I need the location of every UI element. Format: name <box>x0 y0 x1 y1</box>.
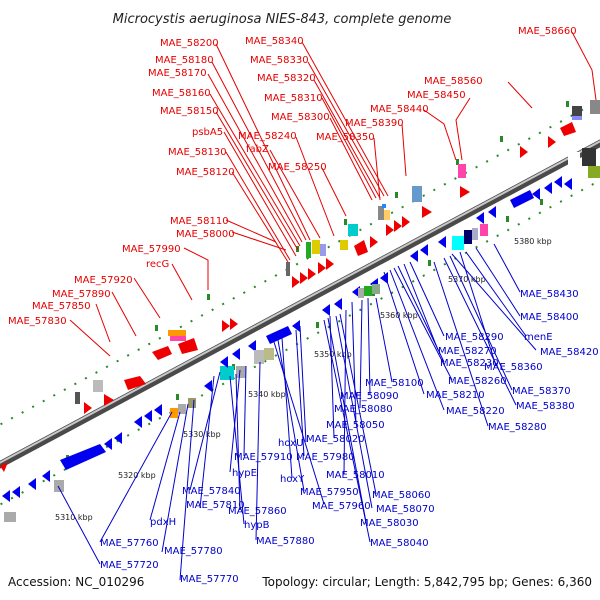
gene-label: MAE_58080 <box>334 404 393 415</box>
gene-label: hoxU <box>278 438 303 449</box>
gene-label: MAE_58100 <box>365 378 424 389</box>
gene-label: MAE_57980 <box>296 452 355 463</box>
genome-backbone <box>0 139 600 469</box>
gene-label: MAE_58330 <box>250 55 309 66</box>
gene-label: MAE_58200 <box>160 38 219 49</box>
gene-label: MAE_58320 <box>257 73 316 84</box>
kbp-label-5380: 5380 kbp <box>514 237 552 246</box>
gene-label: MAE_58450 <box>407 90 466 101</box>
top-labels: MAE_58660 MAE_58560 MAE_58450 MAE_58440 … <box>8 26 577 327</box>
kbp-label-5340: 5340 kbp <box>248 390 286 399</box>
gene-label: MAE_57810 <box>186 500 245 511</box>
gene-label: recG <box>146 259 169 270</box>
topology-text: Topology: circular; Length: 5,842,795 bp… <box>261 575 592 589</box>
kbp-label-5310: 5310 kbp <box>55 513 93 522</box>
gene-label: MAE_58370 <box>512 386 571 397</box>
gene-label: MAE_58560 <box>424 76 483 87</box>
gene-label: MAE_58270 <box>438 346 497 357</box>
gene-label: MAE_58180 <box>155 55 214 66</box>
top-leader-lines <box>69 31 597 357</box>
gene-label: fabZ <box>246 144 269 155</box>
gene-label: MAE_58230 <box>440 358 499 369</box>
gene-label: MAE_58000 <box>176 229 235 240</box>
gene-label: MAE_58090 <box>340 391 399 402</box>
gene-label: MAE_57910 <box>234 452 293 463</box>
bottom-labels: MAE_58430 MAE_58400 menE MAE_58420 MAE_5… <box>100 289 599 585</box>
reverse-features <box>2 148 600 522</box>
gene-label: MAE_57830 <box>8 316 67 327</box>
gene-label: MAE_58400 <box>520 312 579 323</box>
kbp-label-5370: 5370 kbp <box>448 275 486 284</box>
gene-label: MAE_58310 <box>264 93 323 104</box>
gene-label: MAE_58070 <box>376 504 435 515</box>
gene-label: MAE_58390 <box>345 118 404 129</box>
gene-label: MAE_57950 <box>300 487 359 498</box>
gene-label: MAE_57990 <box>122 244 181 255</box>
gene-label: MAE_58430 <box>520 289 579 300</box>
gene-label: MAE_57840 <box>182 486 241 497</box>
gene-label: MAE_58420 <box>540 347 599 358</box>
gene-label: hoxY <box>280 474 305 485</box>
gene-label: MAE_58280 <box>488 422 547 433</box>
forward-features <box>0 100 600 472</box>
gene-label: MAE_58340 <box>245 36 304 47</box>
gene-label: MAE_57890 <box>52 289 111 300</box>
gene-label: psbA5 <box>192 127 223 138</box>
gene-label: MAE_58030 <box>360 518 419 529</box>
gene-label: MAE_58290 <box>445 332 504 343</box>
gene-label: MAE_58250 <box>268 162 327 173</box>
gene-label: MAE_57860 <box>228 506 287 517</box>
accession-text: Accession: NC_010296 <box>8 575 144 589</box>
bottom-leader-lines <box>57 243 537 581</box>
gene-label: MAE_57760 <box>100 538 159 549</box>
gene-label: hypB <box>244 520 270 531</box>
kbp-label-5330: 5330 kbp <box>183 430 221 439</box>
gene-label: MAE_57960 <box>312 501 371 512</box>
gene-label: MAE_57850 <box>32 301 91 312</box>
gene-label: MAE_57770 <box>180 574 239 585</box>
kbp-label-5350: 5350 kbp <box>314 350 352 359</box>
gene-label: MAE_58160 <box>152 88 211 99</box>
gene-label: MAE_58170 <box>148 68 207 79</box>
gene-label: MAE_57880 <box>256 536 315 547</box>
gene-label: MAE_58440 <box>370 104 429 115</box>
kbp-label-5360: 5360 kbp <box>380 311 418 320</box>
gene-label: MAE_58050 <box>326 420 385 431</box>
gene-label: MAE_57780 <box>164 546 223 557</box>
gene-label: MAE_58060 <box>372 490 431 501</box>
gene-label: MAE_58300 <box>271 112 330 123</box>
gene-label: MAE_58240 <box>238 131 297 142</box>
map-title: Microcystis aeruginosa NIES-843, complet… <box>113 12 452 27</box>
gene-label: hypE <box>232 468 257 479</box>
gene-label: MAE_58010 <box>326 470 385 481</box>
gene-label: MAE_58380 <box>516 401 575 412</box>
gene-label: MAE_57720 <box>100 560 159 571</box>
gene-label: MAE_58020 <box>306 434 365 445</box>
gene-label: MAE_58120 <box>176 167 235 178</box>
gene-label: MAE_58130 <box>168 147 227 158</box>
gene-label: MAE_57920 <box>74 275 133 286</box>
gene-label: menE <box>524 332 553 343</box>
gene-label: MAE_58210 <box>426 390 485 401</box>
gene-label: MAE_58260 <box>448 376 507 387</box>
gene-label: MAE_58040 <box>370 538 429 549</box>
gene-label: MAE_58660 <box>518 26 577 37</box>
gene-label: MAE_58350 <box>316 132 375 143</box>
gene-label: MAE_58220 <box>446 406 505 417</box>
gene-label: MAE_58150 <box>160 106 219 117</box>
gene-label: pdxH <box>150 517 176 528</box>
gene-label: MAE_58110 <box>170 216 229 227</box>
gene-label: MAE_58360 <box>484 362 543 373</box>
